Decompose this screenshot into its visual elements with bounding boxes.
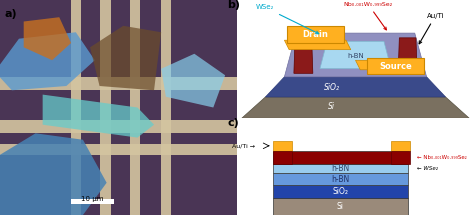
FancyBboxPatch shape xyxy=(0,0,237,215)
Polygon shape xyxy=(43,95,154,138)
FancyBboxPatch shape xyxy=(273,141,292,151)
FancyBboxPatch shape xyxy=(273,151,292,164)
Text: Nb₀.₀₀₁W₀.₉₉₉Se₂: Nb₀.₀₀₁W₀.₉₉₉Se₂ xyxy=(344,2,393,30)
Polygon shape xyxy=(0,32,95,90)
Text: h-BN: h-BN xyxy=(331,164,349,173)
Text: Au/Ti →: Au/Ti → xyxy=(232,144,255,149)
FancyBboxPatch shape xyxy=(0,120,237,133)
Text: SiO₂: SiO₂ xyxy=(324,83,340,92)
FancyBboxPatch shape xyxy=(100,0,111,215)
FancyBboxPatch shape xyxy=(273,185,408,198)
FancyBboxPatch shape xyxy=(71,199,114,204)
Polygon shape xyxy=(90,26,161,90)
Text: Drain: Drain xyxy=(302,30,328,39)
Text: WSe₂: WSe₂ xyxy=(256,5,319,34)
FancyBboxPatch shape xyxy=(391,151,410,164)
FancyBboxPatch shape xyxy=(130,0,140,215)
Polygon shape xyxy=(284,40,351,50)
Text: h-BN: h-BN xyxy=(347,53,364,58)
Polygon shape xyxy=(398,38,417,73)
Text: Si: Si xyxy=(328,102,335,111)
FancyBboxPatch shape xyxy=(161,0,171,215)
FancyBboxPatch shape xyxy=(273,151,408,164)
Polygon shape xyxy=(320,41,391,69)
Polygon shape xyxy=(161,54,225,108)
Polygon shape xyxy=(284,33,427,77)
Text: Au/Ti: Au/Ti xyxy=(419,13,444,44)
Polygon shape xyxy=(24,17,71,60)
FancyBboxPatch shape xyxy=(287,26,344,43)
FancyBboxPatch shape xyxy=(391,141,410,151)
Text: 10 μm: 10 μm xyxy=(81,196,104,202)
FancyBboxPatch shape xyxy=(273,198,408,215)
Text: a): a) xyxy=(5,9,18,19)
FancyBboxPatch shape xyxy=(0,77,237,90)
Text: Source: Source xyxy=(379,62,412,71)
Text: ← WSe₂: ← WSe₂ xyxy=(417,166,438,171)
Text: b): b) xyxy=(228,0,240,10)
Text: SiO₂: SiO₂ xyxy=(332,187,348,196)
FancyBboxPatch shape xyxy=(273,164,408,173)
FancyBboxPatch shape xyxy=(71,0,81,215)
FancyBboxPatch shape xyxy=(0,0,237,215)
Polygon shape xyxy=(265,77,446,97)
FancyBboxPatch shape xyxy=(367,58,424,75)
Text: h-BN: h-BN xyxy=(331,175,349,184)
FancyBboxPatch shape xyxy=(273,173,408,185)
Polygon shape xyxy=(356,60,422,70)
Text: Si: Si xyxy=(337,202,344,211)
Text: c): c) xyxy=(228,118,239,128)
Polygon shape xyxy=(242,97,469,118)
Text: ← Nb₀.₀₀₁W₀.₉₉₉Se₂: ← Nb₀.₀₀₁W₀.₉₉₉Se₂ xyxy=(417,155,467,160)
Polygon shape xyxy=(0,133,107,215)
FancyBboxPatch shape xyxy=(0,144,237,155)
Polygon shape xyxy=(294,38,313,73)
